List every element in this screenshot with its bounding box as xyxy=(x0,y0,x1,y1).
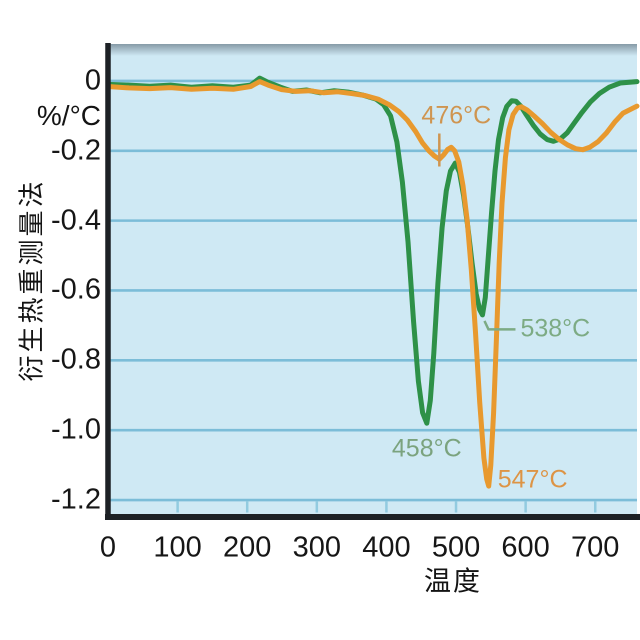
y-axis-unit: %/°C xyxy=(36,100,101,131)
gridlines-group xyxy=(110,79,637,502)
y-tick-label--0.6: -0.6 xyxy=(51,273,101,306)
x-axis-title: 温度 xyxy=(424,566,482,597)
x-tick-label-200: 200 xyxy=(223,531,272,564)
plot-background xyxy=(110,44,637,517)
x-tick-label-400: 400 xyxy=(362,531,411,564)
annotation-lines-group xyxy=(438,133,516,331)
annotation-label-a538: 538°C xyxy=(520,314,591,343)
plot-bg-rect xyxy=(110,44,637,517)
x-tick-label-500: 500 xyxy=(431,531,481,564)
annotation-label-a476: 476°C xyxy=(421,101,492,129)
plot-top-shadow xyxy=(110,44,637,56)
x-tick-label-700: 700 xyxy=(571,531,620,564)
y-axis-title: 衍生热重测量法 xyxy=(16,178,47,382)
annotation-label-a547: 547°C xyxy=(497,465,568,494)
annotation-connector-a538 xyxy=(483,320,516,331)
annotation-label-a458: 458°C xyxy=(391,434,462,463)
y-tick-label--0.8: -0.8 xyxy=(51,343,101,376)
y-tick-label--1.2: -1.2 xyxy=(51,483,101,516)
curves-group xyxy=(105,75,640,489)
axes-group xyxy=(105,43,640,520)
y-tick-label--0.2: -0.2 xyxy=(51,134,101,167)
y-tick-label-0: 0 xyxy=(84,64,101,97)
y-tick-label--1.0: -1.0 xyxy=(51,413,101,446)
x-tick-label-0: 0 xyxy=(99,531,117,564)
x-tick-label-300: 300 xyxy=(292,531,342,564)
x-tick-label-100: 100 xyxy=(153,531,202,564)
y-tick-label--0.4: -0.4 xyxy=(51,204,101,237)
x-tick-marks-group xyxy=(176,501,597,513)
x-tick-label-600: 600 xyxy=(501,531,550,564)
curve-sample-orange xyxy=(105,79,640,489)
